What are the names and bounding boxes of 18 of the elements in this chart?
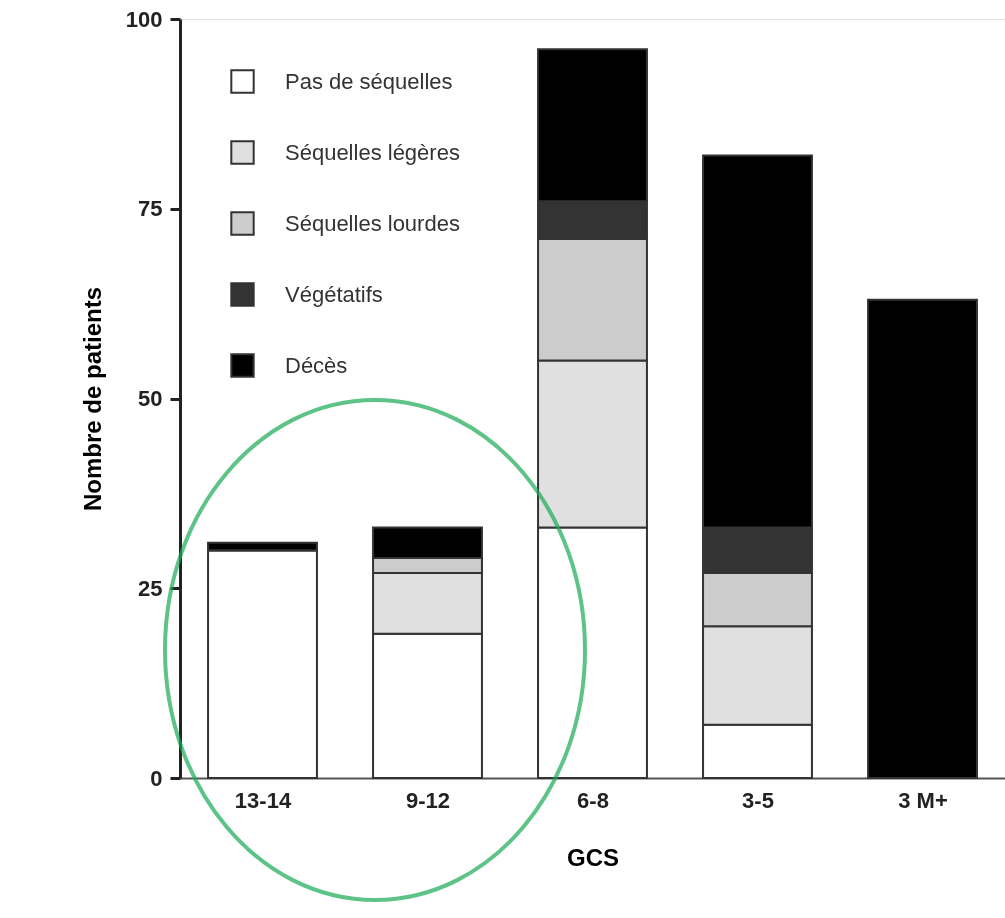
legend-label: Séquelles lourdes (285, 210, 460, 236)
y-tick-label: 100 (125, 6, 163, 32)
legend-label: Décès (285, 352, 348, 378)
legend-label: Végétatifs (285, 281, 383, 307)
x-tick-label: 6-8 (577, 787, 609, 813)
legend-label: Séquelles légères (285, 139, 460, 165)
x-tick-label: 3-5 (742, 787, 774, 813)
y-tick-label: 25 (138, 575, 163, 601)
bar (867, 298, 978, 779)
x-tick-label: 13-14 (234, 787, 292, 813)
x-axis-title: GCS (566, 843, 620, 871)
x-tick-label: 9-12 (405, 787, 451, 813)
legend-label: Pas de séquelles (285, 68, 453, 94)
y-tick-label: 0 (150, 765, 163, 791)
y-tick-label: 75 (138, 196, 163, 222)
y-tick-label: 50 (138, 386, 163, 411)
y-axis-title: Nombre de patients (78, 286, 106, 512)
x-tick-label: 3 M+ (898, 787, 948, 813)
